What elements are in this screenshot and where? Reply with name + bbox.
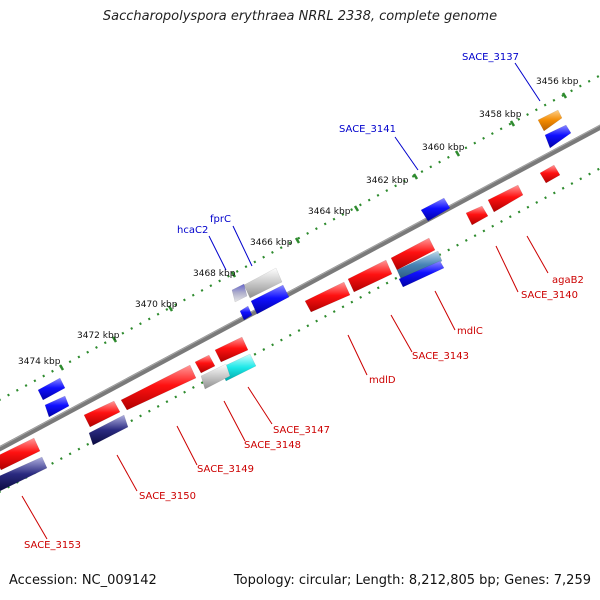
- genome-backbone: [0, 124, 600, 452]
- feature-arrow[interactable]: [0, 456, 48, 492]
- feature-arrow[interactable]: [44, 395, 70, 418]
- feature-arrow[interactable]: [390, 237, 436, 271]
- ruler-label: 3474 kbp: [18, 357, 61, 367]
- ruler-label: 3462 kbp: [366, 176, 409, 186]
- feature-arrow[interactable]: [304, 281, 351, 313]
- gene-label[interactable]: fprC: [210, 214, 231, 225]
- feature-arrow[interactable]: [243, 267, 283, 299]
- feature-arrow[interactable]: [88, 414, 129, 446]
- feature-arrow[interactable]: [398, 260, 445, 288]
- ruler-label: 3460 kbp: [422, 143, 465, 153]
- forward-gene-labels: SACE_3137 SACE_3141 fprC hcaC2: [177, 52, 519, 236]
- feature-arrows: [0, 109, 572, 492]
- gene-label[interactable]: hcaC2: [177, 225, 208, 236]
- accession-text: Accession: NC_009142: [9, 573, 157, 588]
- gene-label[interactable]: mdlD: [369, 375, 396, 386]
- feature-arrow[interactable]: [194, 354, 216, 374]
- gene-label[interactable]: agaB2: [552, 275, 584, 286]
- genome-title: Saccharopolyspora erythraea NRRL 2338, c…: [102, 9, 498, 24]
- gene-label[interactable]: SACE_3148: [244, 440, 301, 451]
- feature-arrow[interactable]: [120, 364, 197, 411]
- gene-label[interactable]: SACE_3153: [24, 540, 81, 551]
- gene-label[interactable]: SACE_3141: [339, 124, 396, 135]
- feature-arrow[interactable]: [347, 259, 393, 293]
- feature-arrow[interactable]: [396, 250, 443, 280]
- feature-arrow[interactable]: [239, 305, 253, 321]
- feature-arrow[interactable]: [420, 197, 451, 222]
- ruler-ticks: [58, 92, 568, 371]
- feature-arrow[interactable]: [83, 400, 121, 428]
- gene-label[interactable]: mdlC: [457, 326, 483, 337]
- ruler-label: 3456 kbp: [536, 77, 579, 87]
- feature-arrow[interactable]: [487, 184, 524, 213]
- gene-label[interactable]: SACE_3150: [139, 491, 196, 502]
- feature-arrow[interactable]: [0, 437, 41, 471]
- ruler-label: 3468 kbp: [193, 269, 236, 279]
- gene-label[interactable]: SACE_3137: [462, 52, 519, 63]
- genome-summary-text: Topology: circular; Length: 8,212,805 bp…: [233, 573, 591, 588]
- ruler-labels: 3456 kbp 3458 kbp 3460 kbp 3462 kbp 3464…: [18, 77, 579, 367]
- feature-arrow[interactable]: [231, 283, 248, 303]
- forward-callouts: [208, 62, 541, 271]
- reverse-callouts: [21, 235, 549, 540]
- ruler-label: 3472 kbp: [77, 331, 120, 341]
- reverse-gene-labels: agaB2 SACE_3140 mdlC SACE_3143 mdlD SACE…: [24, 275, 584, 551]
- feature-arrow[interactable]: [214, 336, 249, 363]
- ruler-label: 3470 kbp: [135, 300, 178, 310]
- feature-arrow[interactable]: [537, 109, 563, 132]
- gene-label[interactable]: SACE_3143: [412, 351, 469, 362]
- gene-label[interactable]: SACE_3147: [273, 425, 330, 436]
- ruler-label: 3458 kbp: [479, 110, 522, 120]
- feature-arrow[interactable]: [37, 377, 66, 401]
- genome-backbone-highlight: [0, 124, 600, 448]
- feature-arrow[interactable]: [544, 124, 572, 149]
- gene-label[interactable]: SACE_3149: [197, 464, 254, 475]
- feature-arrow[interactable]: [200, 363, 231, 390]
- ruler-label: 3466 kbp: [250, 238, 293, 248]
- gene-label[interactable]: SACE_3140: [521, 290, 578, 301]
- feature-arrow[interactable]: [250, 284, 290, 315]
- ruler-label: 3464 kbp: [308, 207, 351, 217]
- feature-arrow[interactable]: [539, 164, 561, 184]
- feature-arrow[interactable]: [465, 205, 489, 226]
- outer-dotted-track: [0, 74, 600, 401]
